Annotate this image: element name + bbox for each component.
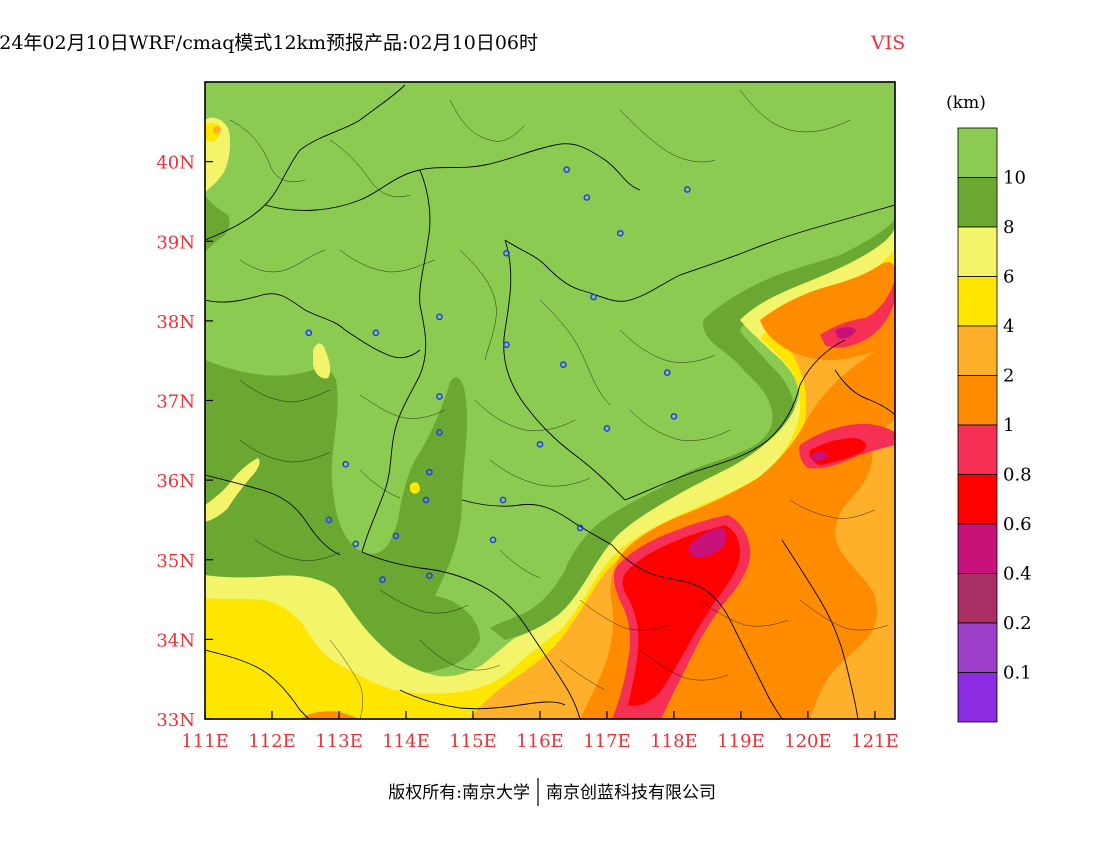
city-marker	[590, 293, 597, 301]
lat-tick-label: 34N	[156, 630, 195, 651]
legend-label: 6	[1003, 267, 1014, 288]
city-marker	[563, 166, 571, 173]
city-marker	[683, 186, 691, 193]
city-marker	[583, 194, 591, 201]
legend-label: 0.8	[1003, 465, 1032, 486]
lon-tick-label: 117E	[583, 731, 631, 752]
legend-swatch	[957, 573, 998, 624]
lat-tick-label: 36N	[156, 471, 195, 492]
vis-band-1to2	[300, 711, 360, 719]
vis-band-0.4to0.6	[812, 451, 828, 461]
city-markers	[305, 166, 691, 584]
lon-tick-label: 112E	[248, 731, 296, 752]
legend-label: 0.6	[1003, 514, 1032, 535]
legend-swatch	[957, 523, 998, 574]
map-panel	[205, 82, 895, 719]
city-marker	[392, 532, 400, 540]
city-marker	[436, 393, 443, 400]
legend-swatch	[957, 375, 998, 426]
lon-tick-label: 121E	[851, 731, 899, 752]
province-boundaries	[205, 84, 895, 719]
city-marker	[503, 249, 510, 257]
legend-swatches: 10 8 6 4 2 1 0.8 0.6 0.4 0.2 0.1	[957, 127, 1032, 723]
city-marker	[603, 425, 611, 432]
city-marker	[372, 329, 380, 337]
legend-label: 0.4	[1003, 564, 1032, 585]
city-marker	[422, 496, 430, 504]
city-marker	[379, 576, 386, 584]
county-boundaries	[229, 89, 889, 719]
legend-swatch	[957, 276, 998, 327]
lon-tick-label: 120E	[784, 731, 832, 752]
legend-swatch	[957, 226, 998, 277]
city-marker	[670, 413, 678, 420]
vis-band-4to6	[220, 628, 292, 694]
legend-label: 4	[1003, 316, 1014, 337]
city-marker	[325, 516, 333, 524]
city-marker	[503, 341, 510, 349]
city-marker	[663, 369, 671, 376]
vis-band-0.4to0.6	[688, 528, 727, 558]
lon-tick-label: 113E	[315, 731, 363, 752]
legend-label: 2	[1003, 366, 1014, 387]
legend-swatch	[957, 474, 998, 525]
legend-swatch	[957, 672, 998, 723]
copyright-right: 南京创蓝科技有限公司	[546, 783, 716, 803]
city-marker	[499, 496, 507, 504]
city-marker	[536, 440, 544, 448]
map-axes: 111E 112E 113E 114E 115E 116E 117E 118E 119E 120E…	[156, 153, 898, 752]
legend-label: 1	[1003, 415, 1014, 436]
lat-tick-label: 35N	[156, 551, 195, 572]
city-marker	[576, 524, 584, 532]
vis-band-8to10	[205, 360, 468, 670]
lon-tick-label: 114E	[382, 731, 430, 752]
city-marker	[426, 572, 433, 580]
legend-label: 8	[1003, 217, 1014, 238]
legend-unit: (km)	[946, 93, 986, 113]
lat-tick-label: 33N	[156, 710, 195, 731]
lat-tick-label: 40N	[156, 153, 195, 174]
legend-swatch	[957, 177, 998, 228]
vis-spot-4to6	[410, 482, 420, 494]
lon-tick-label: 111E	[181, 731, 229, 752]
legend-swatch	[957, 127, 998, 178]
lon-tick-label: 119E	[717, 731, 765, 752]
legend-swatch	[957, 424, 998, 475]
lat-tick-label: 37N	[156, 392, 195, 413]
lon-tick-label: 116E	[516, 731, 564, 752]
variable-label: VIS	[870, 32, 905, 54]
vis-band-6to8	[205, 458, 260, 522]
city-marker	[436, 429, 443, 436]
lon-tick-label: 115E	[449, 731, 497, 752]
legend-swatch	[957, 325, 998, 376]
city-marker	[352, 540, 360, 548]
city-marker	[436, 313, 443, 321]
lat-tick-label: 39N	[156, 232, 195, 253]
legend-label: 0.2	[1003, 613, 1032, 634]
city-marker	[305, 329, 313, 337]
city-marker	[342, 460, 350, 468]
legend-swatch	[957, 622, 998, 673]
legend: (km) 10 8 6 4 2 1 0.8 0.6 0.4 0.2 0.1	[946, 93, 1032, 723]
vis-band-6to8	[313, 343, 331, 379]
city-marker	[426, 468, 433, 476]
lon-tick-label: 118E	[650, 731, 698, 752]
lat-tick-label: 38N	[156, 312, 195, 333]
vis-band-0.4to0.6	[835, 327, 856, 339]
vis-spot-2to4	[213, 126, 221, 134]
city-marker	[560, 361, 567, 369]
figure-title: 2024年02月10日WRF/cmaq模式12km预报产品:02月10日06时	[0, 32, 538, 54]
city-marker	[489, 536, 497, 544]
city-marker	[616, 229, 624, 237]
legend-label: 10	[1003, 168, 1026, 189]
copyright-left: 版权所有:南京大学	[388, 783, 530, 803]
legend-label: 0.1	[1003, 663, 1032, 684]
vis-band-0.6to0.8	[622, 525, 740, 706]
